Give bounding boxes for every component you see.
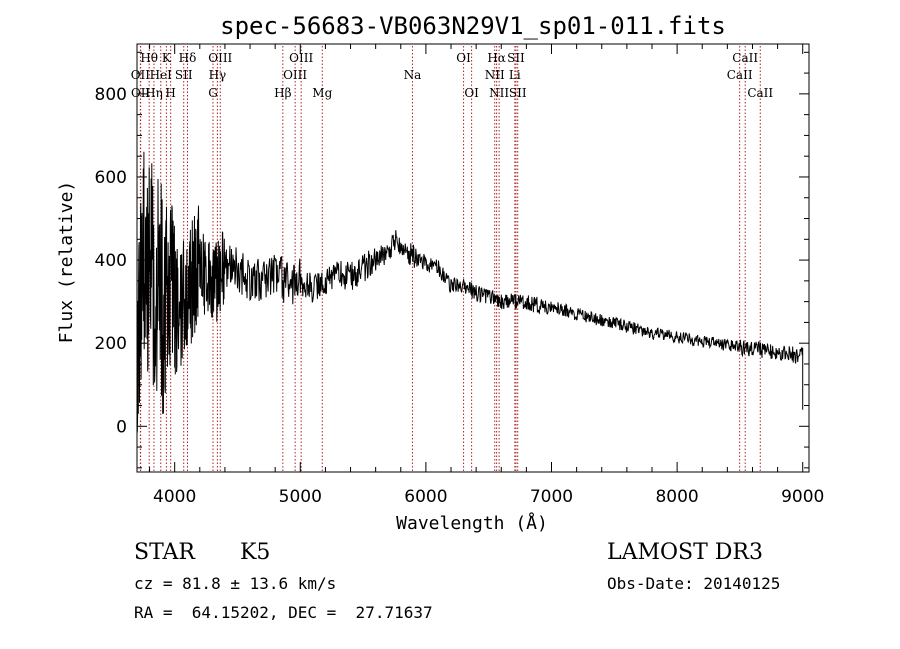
x-tick-label-5: 9000 bbox=[781, 487, 824, 507]
x-tick-labels: 4000 5000 6000 7000 8000 9000 bbox=[153, 487, 824, 507]
coordinates: RA = 64.15202, DEC = 27.71637 bbox=[134, 603, 433, 622]
line-label-0: Hθ bbox=[140, 51, 158, 65]
y-tick-label-2: 400 bbox=[95, 251, 127, 271]
obs-date: Obs-Date: 20140125 bbox=[607, 574, 781, 593]
line-label-17: OI bbox=[456, 51, 471, 65]
line-label-1: OII bbox=[131, 68, 151, 82]
y-tick-labels: 0 200 400 600 800 bbox=[95, 85, 127, 437]
x-tick-label-1: 5000 bbox=[279, 487, 322, 507]
line-label-12: Hβ bbox=[274, 86, 291, 100]
line-label-26: CaII bbox=[727, 68, 753, 82]
x-tick-label-4: 8000 bbox=[655, 487, 698, 507]
line-label-2: OII bbox=[131, 86, 151, 100]
line-label-4: HeI bbox=[150, 68, 173, 82]
y-tick-label-4: 800 bbox=[95, 85, 127, 105]
x-axis-label: Wavelength (Å) bbox=[396, 512, 548, 534]
spectrum-line bbox=[136, 151, 804, 433]
line-label-7: H bbox=[165, 86, 175, 100]
line-label-15: Mg bbox=[312, 86, 332, 100]
line-label-22: SII bbox=[507, 51, 525, 65]
y-tick-label-0: 0 bbox=[116, 417, 127, 437]
survey-label: LAMOST DR3 bbox=[607, 540, 763, 565]
x-tick-label-0: 4000 bbox=[153, 487, 196, 507]
line-label-13: OIII bbox=[289, 51, 313, 65]
spectral-line-markers bbox=[139, 46, 761, 472]
line-label-11: G bbox=[208, 86, 218, 100]
chart-title: spec-56683-VB063N29V1_sp01-011.fits bbox=[220, 12, 726, 40]
line-label-6: SII bbox=[175, 68, 193, 82]
y-tick-label-3: 600 bbox=[95, 168, 127, 188]
line-label-25: CaII bbox=[732, 51, 758, 65]
redshift-cz: cz = 81.8 ± 13.6 km/s bbox=[134, 574, 337, 593]
y-axis-label: Flux (relative) bbox=[56, 181, 77, 344]
line-label-18: OI bbox=[464, 86, 479, 100]
line-label-24: SII bbox=[509, 86, 527, 100]
line-label-9: OIII bbox=[208, 51, 232, 65]
x-tick-label-2: 6000 bbox=[404, 487, 447, 507]
axes-frame bbox=[136, 43, 810, 473]
line-label-8: Hδ bbox=[179, 51, 197, 65]
line-label-27: CaII bbox=[747, 86, 773, 100]
line-label-5: K bbox=[162, 51, 172, 65]
line-label-16: Na bbox=[404, 68, 422, 82]
line-label-19: Hα bbox=[487, 51, 506, 65]
line-label-20: NII bbox=[485, 68, 505, 82]
y-tick-label-1: 200 bbox=[95, 334, 127, 354]
axis-ticks bbox=[137, 44, 809, 472]
x-tick-label-3: 7000 bbox=[530, 487, 573, 507]
line-label-21: NII bbox=[489, 86, 509, 100]
object-class: STAR bbox=[134, 540, 195, 565]
object-subclass: K5 bbox=[240, 540, 271, 565]
line-label-3: Hη bbox=[145, 86, 163, 100]
line-label-14: OIII bbox=[283, 68, 307, 82]
line-label-10: Hγ bbox=[209, 68, 227, 82]
line-label-23: Li bbox=[509, 68, 521, 82]
